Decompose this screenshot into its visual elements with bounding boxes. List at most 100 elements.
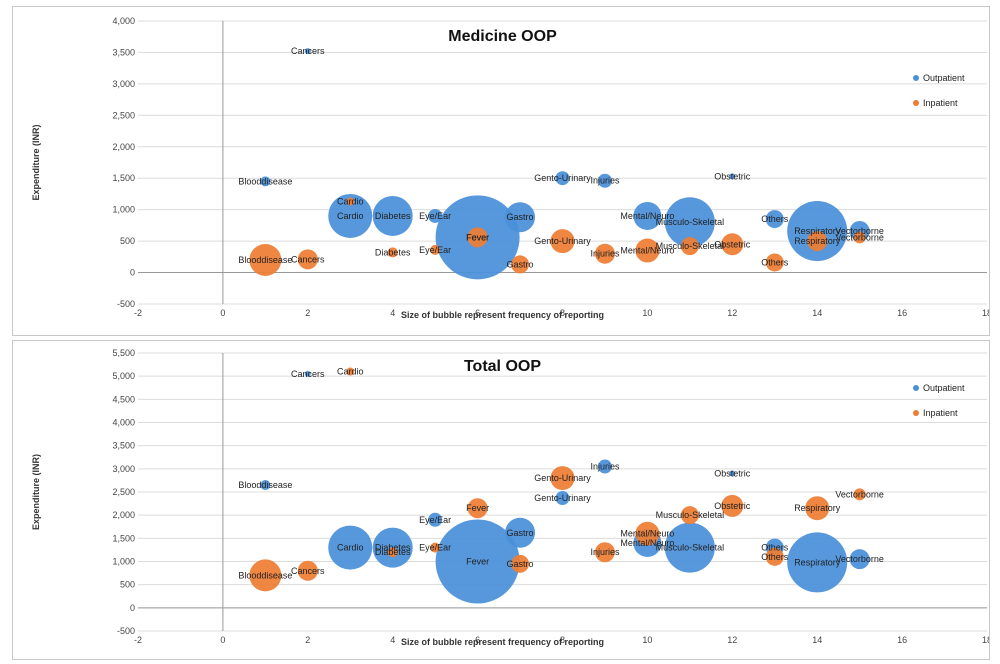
bubble-label: Musculo-Skeletal — [656, 510, 725, 520]
bubble-label: Obstetric — [714, 468, 751, 478]
legend-marker-inpatient — [913, 100, 919, 106]
bubble-outpatient-gento-urinary — [555, 171, 570, 186]
y-tick-label: 2,500 — [112, 110, 135, 120]
bubble-inpatient-gento-urinary — [550, 466, 575, 491]
bubble-inpatient-vectorborne — [853, 488, 866, 501]
bubble-label: Gento-Urinary — [534, 173, 591, 183]
bubble-label: Blooddisease — [238, 176, 292, 186]
bubble-inpatient-cardio — [346, 367, 355, 376]
bubble-inpatient-mental-neuro — [635, 521, 660, 546]
bubble-label: Diabetes — [375, 547, 411, 557]
bubbles-group — [249, 48, 870, 280]
y-tick-label: 0 — [130, 603, 135, 613]
bubble-label: Fever — [466, 557, 489, 567]
x-tick-label: 12 — [727, 635, 737, 645]
chart-panel-medicine-oop: -500 0 500 1,000 1,500 2,000 2,500 3,000 3,500 4,… — [12, 6, 990, 336]
bubble-label: Gento-Urinary — [534, 236, 591, 246]
legend-label-inpatient: Inpatient — [923, 408, 958, 418]
bubble-label: Cardio — [337, 367, 364, 377]
bubble-inpatient-gento-urinary — [550, 229, 575, 254]
chart-panel-total-oop: -500 0 500 1,000 1,500 2,000 2,500 3,000 3,500 4,… — [12, 340, 990, 660]
bubble-inpatient-gastro — [511, 255, 530, 274]
bubble-label: Respiratory — [794, 236, 841, 246]
bubble-label: Fever — [466, 232, 489, 242]
bubble-label: Mental/Neuro — [620, 246, 674, 256]
y-tick-label: 2,500 — [112, 487, 135, 497]
bubble-label: Others — [761, 552, 789, 562]
bubble-label: Musculo-Skeletal — [656, 217, 725, 227]
x-tick-label: 6 — [475, 635, 480, 645]
y-tick-label: 1,000 — [112, 205, 135, 215]
x-tick-label: 18 — [982, 635, 989, 645]
bubble-inpatient-obstetric — [721, 233, 744, 256]
legend-marker-inpatient — [913, 410, 919, 416]
bubble-outpatient-eye-ear — [428, 208, 443, 223]
bubble-inpatient-eye-ear — [430, 542, 441, 553]
x-tick-label: 14 — [812, 308, 822, 318]
bubble-label: Blooddisease — [238, 255, 292, 265]
chart-title: Total OOP — [464, 358, 541, 375]
x-tick-label: 0 — [220, 635, 225, 645]
bubble-label: Musculo-Skeletal — [656, 543, 725, 553]
bubble-inpatient-others — [765, 547, 784, 566]
x-tick-label: 4 — [390, 635, 395, 645]
legend-label-inpatient: Inpatient — [923, 98, 958, 108]
bubble-label: Respiratory — [794, 557, 841, 567]
x-axis-title: Size of bubble represent frequency of re… — [401, 637, 604, 647]
bubble-outpatient-gento-urinary — [555, 491, 570, 506]
x-tick-label: -2 — [134, 308, 142, 318]
bubble-label: Vectorborne — [835, 554, 884, 564]
bubble-outpatient-respiratory — [787, 532, 848, 593]
bubble-inpatient-injuries — [594, 243, 615, 264]
bubble-outpatient-mental-neuro — [633, 201, 662, 230]
bubble-inpatient-musculo-skeletal — [680, 237, 699, 256]
bubble-label: Gento-Urinary — [534, 473, 591, 483]
bubble-outpatient-vectorborne — [849, 549, 870, 570]
bubble-outpatient-eye-ear — [428, 512, 443, 527]
bubble-label: Respiratory — [794, 503, 841, 513]
x-tick-label: 16 — [897, 635, 907, 645]
bubble-label: Mental/Neuro — [620, 529, 674, 539]
bubble-inpatient-diabetes — [387, 547, 398, 558]
bubble-outpatient-obstetric — [729, 173, 736, 180]
x-tick-label: 0 — [220, 308, 225, 318]
y-tick-label: 4,000 — [112, 418, 135, 428]
bubble-label: Injuries — [590, 249, 620, 259]
bubble-outpatient-musculo-skeletal — [664, 197, 715, 248]
y-tick-label: 5,000 — [112, 371, 135, 381]
bubble-inpatient-diabetes — [387, 247, 398, 258]
y-tick-label: 1,500 — [112, 533, 135, 543]
bubble-label: Cardio — [337, 196, 364, 206]
bubble-inpatient-respiratory — [807, 231, 828, 252]
bubble-label: Eye/Ear — [419, 543, 451, 553]
legend-marker-outpatient — [913, 75, 919, 81]
y-axis-title: Expenditure (INR) — [31, 454, 41, 530]
bubble-inpatient-cancers — [297, 560, 318, 581]
x-tick-label: 12 — [727, 308, 737, 318]
x-tick-label: 8 — [560, 308, 565, 318]
bubble-outpatient-cancers — [304, 370, 311, 377]
bubble-labels-group: Blooddisease Cancers Cardio Diabetes Eye/Ear… — [238, 367, 884, 581]
bubble-label: Cancers — [291, 46, 325, 56]
bubble-label: Others — [761, 214, 789, 224]
bubble-outpatient-blooddisease — [260, 176, 271, 187]
bubble-chart-total-oop: -500 0 500 1,000 1,500 2,000 2,500 3,000 3,500 4,… — [31, 348, 989, 647]
legend-label-outpatient: Outpatient — [923, 73, 965, 83]
bubble-label: Vectorborne — [835, 226, 884, 236]
y-tick-label: 1,000 — [112, 557, 135, 567]
bubble-inpatient-others — [765, 253, 784, 272]
legend-label-outpatient: Outpatient — [923, 383, 965, 393]
y-tick-label: 500 — [120, 236, 135, 246]
y-tick-label: 3,000 — [112, 79, 135, 89]
bubble-label: Cancers — [291, 369, 325, 379]
y-tick-label: -500 — [117, 299, 135, 309]
y-tick-label: 4,000 — [112, 16, 135, 26]
bubble-label: Blooddisease — [238, 570, 292, 580]
x-tick-label: 18 — [982, 308, 989, 318]
x-tick-label: 8 — [560, 635, 565, 645]
bubble-label: Fever — [466, 232, 489, 242]
bubble-label: Diabetes — [375, 543, 411, 553]
bubble-outpatient-respiratory — [787, 201, 848, 262]
bubble-outpatient-injuries — [597, 459, 612, 474]
bubble-label: Mental/Neuro — [620, 538, 674, 548]
